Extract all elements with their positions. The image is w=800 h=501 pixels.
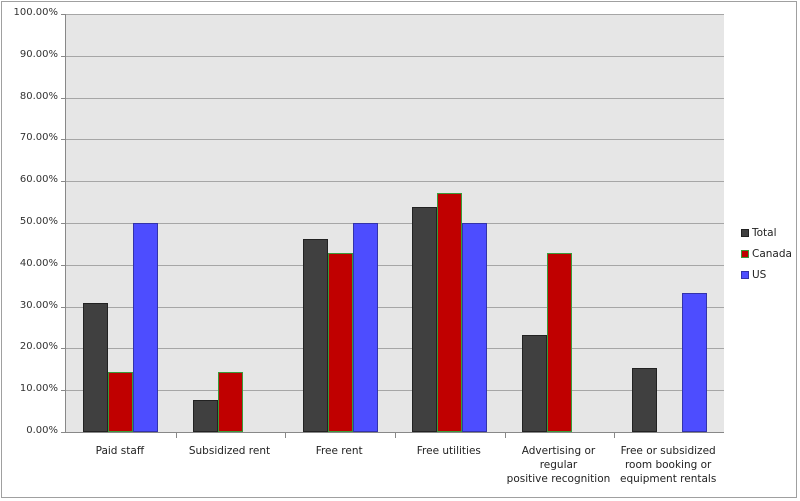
bar-total [302, 238, 328, 432]
gridline [66, 55, 724, 57]
bar-canada [327, 252, 353, 432]
x-tick-label: Free or subsidized room booking or equipme… [613, 444, 723, 486]
y-tick-label: 50.00% [19, 216, 58, 227]
bar-total [193, 399, 218, 432]
y-tick-mark [61, 390, 66, 392]
bar-canada [218, 372, 243, 432]
bar-us [462, 223, 488, 432]
legend-label: Canada [752, 247, 792, 260]
x-tick-label: Paid staff [65, 444, 175, 458]
bar-total [522, 335, 547, 432]
gridline [66, 97, 724, 99]
bar-us [352, 223, 378, 432]
bar-us [681, 292, 707, 432]
y-tick-mark [61, 432, 66, 433]
y-tick-label: 90.00% [19, 48, 58, 60]
plot-area [61, 14, 724, 438]
y-tick-mark [61, 139, 66, 141]
y-tick-label: 0.00% [26, 425, 58, 436]
legend-label: Total [752, 226, 777, 239]
bar-total [412, 207, 438, 432]
x-tick-label: Advertising or regular positive recogniti… [504, 444, 614, 486]
legend-swatch [741, 228, 749, 237]
x-label-line: Advertising or regular [521, 445, 596, 471]
gridline [66, 264, 724, 266]
y-tick-label: 100.00% [13, 7, 59, 18]
gridline [66, 181, 724, 183]
y-tick-mark [61, 223, 66, 224]
x-tick-mark [395, 433, 396, 438]
gridline [66, 306, 724, 308]
y-tick-mark [61, 348, 66, 350]
x-label-line: Free utilities [416, 445, 481, 457]
x-label-line: equipment rentals [620, 473, 717, 485]
gridline [66, 223, 724, 224]
legend-item-total: Total [741, 222, 792, 243]
x-tick-mark [175, 433, 177, 438]
y-tick-mark [61, 97, 66, 99]
bar-us [133, 223, 159, 432]
bar-canada [547, 252, 572, 432]
y-tick-label: 40.00% [19, 257, 58, 269]
x-label-line: Subsidized rent [188, 445, 271, 457]
y-tick-label: 20.00% [19, 341, 58, 353]
gridline [66, 14, 724, 15]
y-tick-label: 60.00% [19, 174, 58, 186]
legend-swatch [741, 249, 749, 258]
gridline [66, 139, 724, 141]
bar-total [83, 303, 109, 432]
legend-swatch [741, 270, 749, 279]
bar-canada [108, 372, 134, 432]
bar-total [631, 367, 657, 432]
legend-label: US [752, 268, 767, 281]
x-tick-mark [504, 433, 506, 438]
gridline [66, 390, 724, 392]
y-tick-label: 70.00% [19, 132, 58, 144]
gridline [66, 348, 724, 350]
y-tick-mark [61, 306, 66, 308]
legend-item-us: US [741, 264, 792, 285]
x-label-line: Paid staff [95, 445, 145, 457]
y-tick-label: 80.00% [19, 90, 58, 102]
y-tick-label: 30.00% [19, 299, 58, 311]
x-label-line: room booking or [624, 459, 712, 471]
x-tick-mark [285, 433, 287, 438]
x-tick-mark [614, 433, 616, 438]
x-tick-label: Subsidized rent [175, 444, 285, 458]
y-tick-mark [61, 14, 66, 15]
x-label-line: positive recognition [506, 473, 611, 485]
x-tick-label: Free rent [284, 444, 394, 458]
y-tick-label: 10.00% [19, 383, 58, 395]
y-tick-mark [61, 181, 66, 183]
bar-canada [437, 193, 463, 432]
legend: Total Canada US [741, 222, 792, 285]
legend-item-canada: Canada [741, 243, 792, 264]
y-tick-mark [61, 264, 66, 266]
y-tick-mark [61, 55, 66, 57]
x-label-line: Free or subsidized [620, 445, 716, 457]
x-label-line: Free rent [315, 445, 363, 457]
x-tick-label: Free utilities [394, 444, 504, 458]
